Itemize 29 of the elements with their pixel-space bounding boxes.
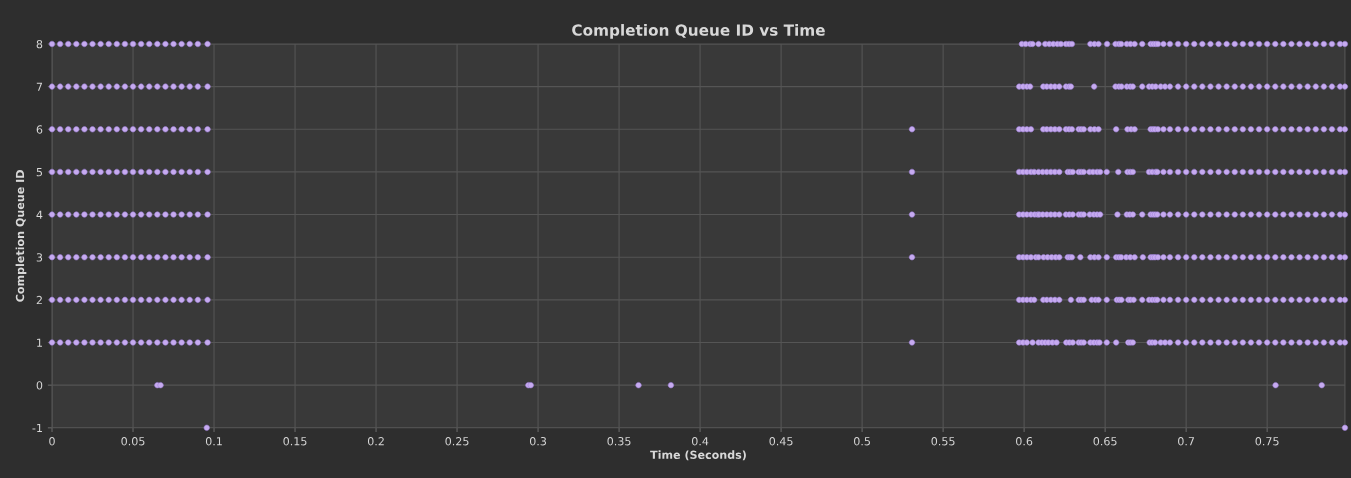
y-axis-title: Completion Queue ID <box>15 170 27 302</box>
y-tick-label: 3 <box>36 253 43 262</box>
x-tick-label: 0.5 <box>854 437 870 446</box>
y-tick-label: 1 <box>37 338 42 347</box>
x-tick-label: 0.75 <box>1255 437 1279 446</box>
x-tick-label: 0.55 <box>931 437 955 446</box>
x-tick-label: 0.25 <box>445 437 469 446</box>
y-tick-label: 7 <box>36 82 43 91</box>
y-tick-label: 6 <box>36 125 43 134</box>
x-tick-label: 0.1 <box>205 437 222 446</box>
y-tick-label: 2 <box>36 295 42 305</box>
y-tick-label: 5 <box>36 168 43 177</box>
y-tick-label: 4 <box>36 210 43 219</box>
x-tick-label: 0 <box>49 437 55 446</box>
x-tick-label: 0.45 <box>769 437 793 446</box>
y-tick-label: 8 <box>36 39 43 49</box>
x-tick-label: 0.2 <box>367 437 384 446</box>
x-tick-label: 0.6 <box>1016 437 1033 446</box>
x-tick-label: 0.4 <box>691 437 709 446</box>
x-tick-label: 0.05 <box>121 437 145 446</box>
chart-title: Completion Queue ID vs Time <box>572 24 825 39</box>
x-tick-label: 0.7 <box>1178 437 1195 446</box>
y-tick-label: -1 <box>32 423 42 433</box>
y-tick-label: 0 <box>36 381 43 390</box>
x-axis-title: Time (Seconds) <box>650 450 746 461</box>
x-tick-label: 0.35 <box>607 437 631 446</box>
x-tick-label: 0.65 <box>1093 437 1117 446</box>
x-tick-label: 0.15 <box>283 437 307 446</box>
x-tick-label: 0.3 <box>529 437 547 446</box>
